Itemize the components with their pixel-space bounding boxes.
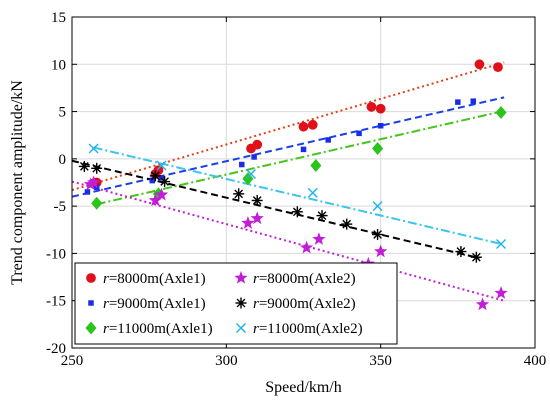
data-point-series-5 xyxy=(233,188,245,200)
legend-item-series-5: r=9000m(Axle2) xyxy=(235,296,356,312)
x-tick-label: 250 xyxy=(61,353,84,369)
data-point-series-5 xyxy=(91,162,103,174)
fit-line-series-2 xyxy=(71,96,505,198)
data-point-series-3 xyxy=(495,106,507,120)
data-point-series-2 xyxy=(239,161,245,168)
y-axis-label: Trend component amplitude/kN xyxy=(9,80,26,285)
data-point-series-2 xyxy=(377,123,384,129)
fit-lines xyxy=(71,61,505,302)
data-point-series-3 xyxy=(310,158,322,172)
x-tick-label: 350 xyxy=(369,353,392,369)
data-point-series-4 xyxy=(83,177,98,191)
data-point-series-3 xyxy=(91,196,103,210)
data-point-series-4 xyxy=(312,232,326,245)
data-point-series-2 xyxy=(251,154,257,160)
data-point-series-5 xyxy=(78,160,90,172)
data-point-series-1 xyxy=(474,59,485,70)
data-point-series-1 xyxy=(298,121,309,132)
legend-item-series-3: r=11000m(Axle1) xyxy=(85,321,213,337)
legend-item-series-2: r=9000m(Axle1) xyxy=(88,296,206,312)
data-point-series-1 xyxy=(366,101,377,112)
legend-marker-series-5 xyxy=(235,297,247,309)
data-point-series-1 xyxy=(307,119,318,130)
data-point-series-4 xyxy=(241,216,255,229)
data-point-series-5 xyxy=(372,228,384,241)
legend-label-series-5: r=9000m(Axle2) xyxy=(253,296,356,312)
data-point-series-4 xyxy=(494,286,508,299)
y-tick-label: 15 xyxy=(51,10,66,26)
data-point-series-4 xyxy=(148,193,162,207)
axis-ticks: 250 300 350 400 15 10 5 0 -5 -10 -15 -20 xyxy=(46,10,546,369)
legend-label-series-4: r=8000m(Axle2) xyxy=(253,271,356,287)
data-point-series-6 xyxy=(307,187,318,198)
x-tick-label: 400 xyxy=(524,353,547,369)
data-point-series-4 xyxy=(250,211,264,225)
plot-frame xyxy=(71,16,536,349)
legend: r=8000m(Axle1) r=9000m(Axle1) r=11000m(Axl… xyxy=(74,262,398,345)
legend-marker-series-3 xyxy=(85,321,97,335)
data-point-series-5 xyxy=(291,206,303,218)
data-point-series-5 xyxy=(341,218,353,230)
data-point-series-2 xyxy=(325,137,331,143)
data-point-series-1 xyxy=(252,139,263,150)
fit-line-series-6 xyxy=(93,146,502,245)
y-tick-label: -5 xyxy=(54,199,67,215)
legend-label-series-2: r=9000m(Axle1) xyxy=(103,296,206,312)
data-point-series-5 xyxy=(455,246,467,258)
legend-label-series-6: r=11000m(Axle2) xyxy=(253,321,363,337)
y-tick-label: -20 xyxy=(46,341,66,357)
legend-label-series-3: r=11000m(Axle1) xyxy=(103,321,213,337)
grid xyxy=(72,17,535,348)
data-point-series-5 xyxy=(149,170,161,182)
y-tick-label: 0 xyxy=(59,152,67,168)
data-point-series-4 xyxy=(154,187,169,201)
data-point-series-2 xyxy=(356,130,362,137)
data-point-series-5 xyxy=(316,210,328,222)
data-point-series-3 xyxy=(242,172,254,186)
y-tick-label: 5 xyxy=(59,105,67,121)
data-point-series-5 xyxy=(470,251,482,263)
fit-line-series-1 xyxy=(71,61,505,192)
data-point-series-2 xyxy=(300,146,307,153)
data-point-series-5 xyxy=(159,176,171,188)
legend-marker-series-2 xyxy=(88,300,94,306)
data-point-series-3 xyxy=(372,141,384,155)
legend-item-series-1: r=8000m(Axle1) xyxy=(86,271,206,287)
data-point-series-5 xyxy=(251,194,263,206)
legend-label-series-1: r=8000m(Axle1) xyxy=(103,271,206,287)
y-tick-label: -10 xyxy=(46,246,66,262)
data-point-series-4 xyxy=(86,175,101,189)
legend-item-series-6: r=11000m(Axle2) xyxy=(236,321,363,337)
data-point-series-6 xyxy=(246,168,257,179)
legend-marker-series-1 xyxy=(86,273,96,283)
data-point-series-1 xyxy=(375,103,386,114)
data-point-series-6 xyxy=(88,143,99,154)
legend-marker-series-4 xyxy=(234,271,248,284)
data-point-series-2 xyxy=(84,189,91,195)
legend-item-series-4: r=8000m(Axle2) xyxy=(234,271,356,287)
data-point-series-6 xyxy=(496,238,507,249)
fit-line-series-5 xyxy=(71,159,480,260)
legend-marker-series-6 xyxy=(236,323,246,333)
fit-line-series-3 xyxy=(96,110,502,206)
y-tick-label: -15 xyxy=(46,294,66,310)
data-point-series-6 xyxy=(372,201,383,212)
x-axis-label: Speed/km/h xyxy=(265,379,341,396)
data-point-series-2 xyxy=(149,177,156,184)
data-point-series-1 xyxy=(493,62,503,72)
data-point-series-4 xyxy=(299,240,314,254)
data-point-series-2 xyxy=(455,99,461,105)
data-markers xyxy=(78,59,508,311)
x-tick-label: 300 xyxy=(215,353,238,369)
data-point-series-2 xyxy=(470,98,477,104)
data-point-series-4 xyxy=(475,297,490,311)
data-point-series-6 xyxy=(156,160,167,171)
y-tick-label: 10 xyxy=(51,57,66,73)
data-point-series-4 xyxy=(374,244,388,258)
